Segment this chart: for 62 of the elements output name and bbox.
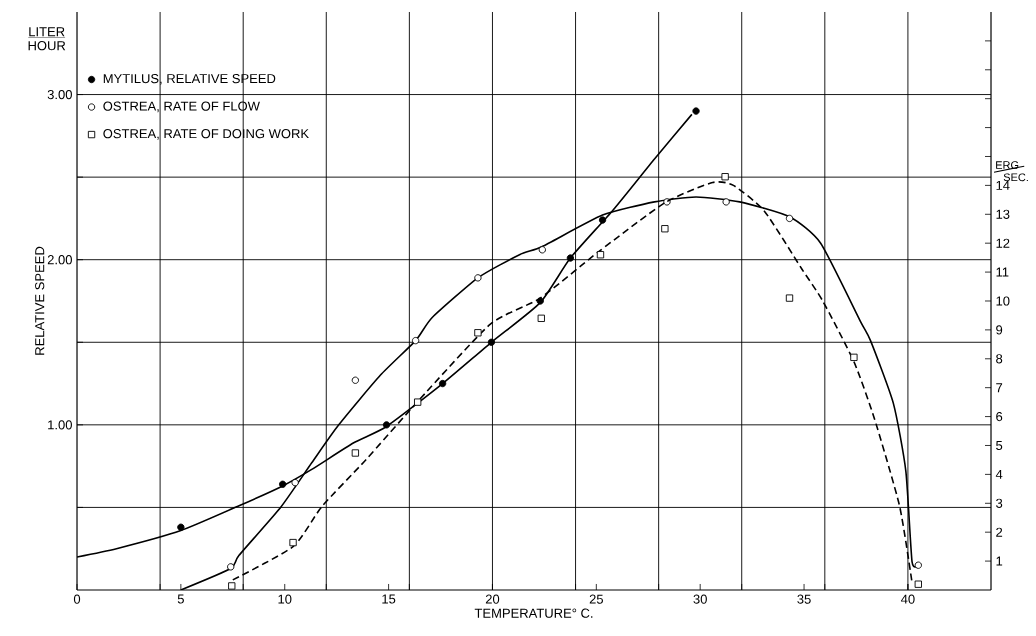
text: HOUR (28, 41, 66, 51)
x-tick-label: 35 (797, 594, 811, 604)
y2-tick-label: 8 (996, 354, 1003, 364)
text: ERG (996, 161, 1019, 169)
point (438, 379, 447, 388)
point (411, 336, 420, 345)
point (721, 173, 729, 181)
x-tick-label: 20 (485, 594, 500, 604)
point (785, 294, 794, 302)
y2-tick-label: 6 (996, 411, 1003, 422)
point (474, 274, 482, 282)
x-tick-label: 10 (278, 594, 292, 604)
point (722, 198, 730, 206)
x-axis-title: TEMPERATURE° C. (474, 608, 593, 618)
y2-tick-label: 4 (995, 469, 1003, 479)
y2-tick-label: 2 (996, 527, 1003, 537)
point (382, 421, 391, 429)
point (914, 580, 922, 588)
point (598, 216, 607, 224)
text: SEC. (1003, 173, 1028, 182)
x-tick-label: 25 (589, 594, 603, 604)
point (228, 582, 236, 590)
point (351, 376, 360, 384)
y2-tick-label: 1 (996, 556, 1003, 566)
y2-tick-label: 13 (996, 209, 1010, 219)
y2-tick-label: 11 (996, 267, 1009, 277)
y2-tick-label: 3 (996, 498, 1003, 508)
y-axis-title: RELATIVE SPEED (35, 246, 45, 355)
point (291, 478, 299, 487)
point (279, 480, 287, 488)
y2-tick-label: 14 (996, 180, 1010, 190)
y2-tick-label: 9 (996, 325, 1003, 335)
point (914, 561, 922, 569)
x-tick-label: 0 (73, 594, 81, 604)
point (596, 251, 605, 259)
point (289, 538, 297, 547)
point (785, 214, 794, 223)
x-tick-label: 15 (382, 594, 396, 604)
y2-tick-label: 12 (996, 238, 1010, 248)
text: LITER (29, 27, 65, 37)
point (850, 353, 858, 361)
y-tick-label: 1.00 (48, 420, 72, 430)
point (177, 523, 185, 531)
x-tick-label: 5 (177, 594, 184, 604)
y2-tick-label: 7 (996, 383, 1003, 393)
point (474, 329, 482, 337)
point (351, 449, 360, 457)
point (538, 246, 546, 254)
point (661, 225, 669, 233)
x-tick-label: 40 (900, 594, 915, 604)
y-tick-label: 2.00 (47, 255, 72, 265)
point (414, 398, 422, 406)
y2-tick-label: 10 (996, 296, 1010, 306)
point (692, 107, 700, 115)
point (566, 254, 575, 262)
point (536, 297, 544, 305)
y2-tick-label: 5 (996, 440, 1003, 451)
point (537, 314, 545, 322)
y-tick-label: 3.00 (47, 89, 72, 100)
x-tick-label: 30 (693, 594, 707, 604)
point (227, 563, 235, 571)
point (487, 338, 496, 346)
